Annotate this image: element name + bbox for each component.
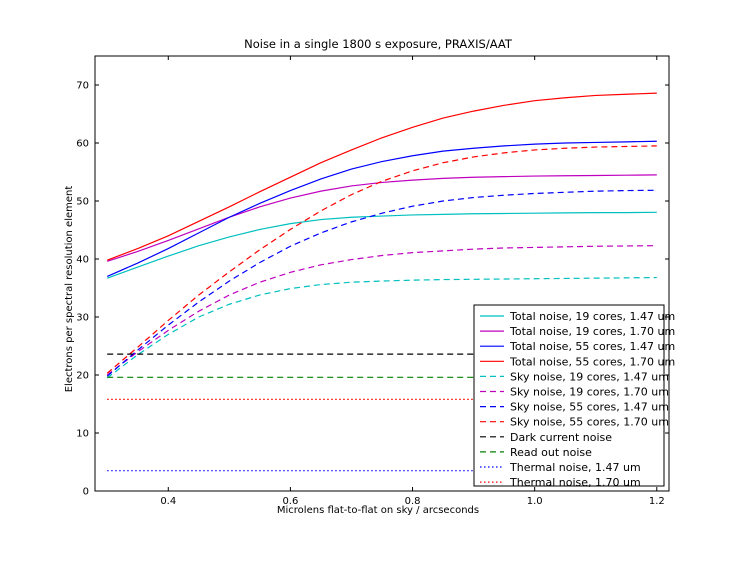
legend-label: Read out noise xyxy=(510,446,592,459)
x-tick-label: 0.4 xyxy=(160,496,176,507)
series-line-1 xyxy=(107,174,657,262)
series-line-0 xyxy=(107,211,657,279)
legend: Total noise, 19 cores, 1.47 um Total nois… xyxy=(473,304,675,489)
series-line-6 xyxy=(106,189,657,377)
y-tick-label: 10 xyxy=(76,429,89,440)
legend-label: Dark current noise xyxy=(510,431,612,444)
series-line-7 xyxy=(106,145,657,374)
y-tick-label: 70 xyxy=(76,81,89,92)
chart-title: Noise in a single 1800 s exposure, PRAXI… xyxy=(244,37,513,51)
series-line-5 xyxy=(106,245,657,376)
x-axis-label: Microlens flat-to-flat on sky / arcsecon… xyxy=(277,505,479,516)
y-tick-label: 60 xyxy=(76,139,89,150)
legend-label: Total noise, 19 cores, 1.47 um xyxy=(509,310,675,323)
series-layer xyxy=(106,92,657,472)
series-line-4 xyxy=(106,276,657,379)
x-tick-label: 1.0 xyxy=(527,496,543,507)
series-line-3 xyxy=(106,92,657,261)
ticks-layer: 0.4 0.6 0.8 1.0 1.2 0 10 20 30 40 50 60 70 xyxy=(76,56,669,507)
y-axis-label: Electrons per spectral resolution elemen… xyxy=(64,186,75,393)
y-tick-label: 30 xyxy=(76,313,89,324)
x-tick-label: 1.2 xyxy=(649,496,665,507)
y-tick-label: 20 xyxy=(76,371,89,382)
legend-box xyxy=(473,304,665,487)
legend-label: Thermal noise, 1.70 um xyxy=(509,476,641,489)
legend-label: Thermal noise, 1.47 um xyxy=(509,461,641,474)
legend-label: Total noise, 55 cores, 1.70 um xyxy=(509,355,675,368)
y-tick-label: 50 xyxy=(76,197,89,208)
legend-label: Sky noise, 55 cores, 1.70 um xyxy=(510,416,669,429)
x-tick-label: 0.6 xyxy=(282,496,298,507)
y-tick-label: 0 xyxy=(83,487,89,498)
plot-frame xyxy=(94,55,670,492)
legend-label: Total noise, 19 cores, 1.70 um xyxy=(509,325,675,338)
x-tick-label: 0.8 xyxy=(405,496,421,507)
legend-label: Sky noise, 55 cores, 1.47 um xyxy=(510,401,669,414)
legend-label: Sky noise, 19 cores, 1.47 um xyxy=(510,370,669,383)
legend-label: Total noise, 55 cores, 1.47 um xyxy=(509,340,675,353)
legend-label: Sky noise, 19 cores, 1.70 um xyxy=(510,386,669,399)
series-line-2 xyxy=(106,140,657,277)
y-tick-label: 40 xyxy=(76,255,89,266)
